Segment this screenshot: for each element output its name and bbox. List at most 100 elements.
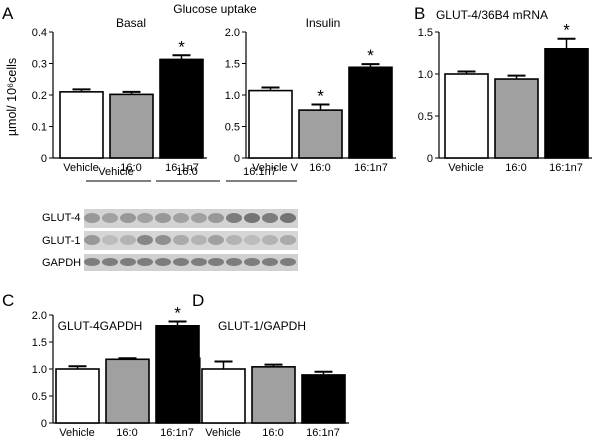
y-tick-label: 1.0 bbox=[225, 90, 240, 102]
y-tick-label: 0 bbox=[41, 418, 47, 430]
blot-band bbox=[226, 213, 242, 223]
x-tick-label: 16:1n7 bbox=[160, 427, 194, 438]
bar-vehicle-v bbox=[248, 89, 293, 159]
y-tick-label: 0.3 bbox=[32, 59, 47, 71]
blot-band bbox=[173, 258, 189, 266]
blot-bands bbox=[84, 213, 296, 266]
x-tick-label: 16:1n7 bbox=[354, 162, 388, 174]
y-tick-label: 1.5 bbox=[418, 27, 433, 39]
y-tick-label: 0.5 bbox=[418, 111, 433, 123]
chart-title: GLUT-1/GAPDH bbox=[218, 319, 306, 333]
blot-band bbox=[102, 258, 118, 266]
y-tick-label: 0 bbox=[427, 153, 433, 165]
x-tick-label: 16:0 bbox=[120, 162, 141, 174]
bar-16-1n7 bbox=[159, 58, 204, 159]
x-tick-label: Vehicle bbox=[63, 162, 98, 174]
x-tick-label: Vehicle bbox=[448, 162, 483, 174]
chart-basal: Basal 0 0.1 0.2 0.3 0.4 Vehicle 16:0 * 16:1n7 bbox=[32, 16, 207, 174]
bar-16-0 bbox=[298, 109, 343, 159]
blot-band bbox=[173, 213, 189, 223]
significance-star: * bbox=[174, 303, 181, 322]
bar-16-1n7 bbox=[348, 66, 393, 159]
blot-strip-gapdh bbox=[84, 254, 298, 271]
blot-group-vehicle: Vehicle bbox=[98, 166, 133, 178]
y-tick-label: 0.2 bbox=[32, 90, 47, 102]
bar-vehicle bbox=[444, 73, 489, 159]
panel-letter-d: D bbox=[192, 291, 204, 310]
blot-band bbox=[280, 235, 296, 245]
blot-band bbox=[155, 213, 171, 223]
blot-band bbox=[155, 235, 171, 245]
blot-band bbox=[102, 213, 118, 223]
blot-band bbox=[84, 235, 100, 245]
bar-16-0 bbox=[251, 366, 296, 424]
y-tick-label: 0 bbox=[41, 153, 47, 165]
chart-title: Basal bbox=[116, 16, 146, 30]
chart-title: Insulin bbox=[306, 16, 341, 30]
blot-label-glut1: GLUT-1 bbox=[42, 235, 81, 247]
y-tick-label: 1.0 bbox=[418, 69, 433, 81]
blot-band bbox=[280, 213, 296, 223]
chart-title: GLUT-4GAPDH bbox=[58, 319, 143, 333]
blot-band bbox=[84, 213, 100, 223]
x-tick-label: 16:0 bbox=[309, 162, 330, 174]
blot-band bbox=[137, 235, 153, 245]
x-tick-label: 16:0 bbox=[262, 427, 283, 438]
y-tick-label: 2.0 bbox=[225, 27, 240, 39]
bar-vehicle bbox=[59, 91, 104, 159]
blot-band bbox=[226, 258, 242, 266]
bar-vehicle bbox=[55, 368, 100, 424]
blot-band bbox=[120, 213, 136, 223]
blot-band bbox=[208, 213, 224, 223]
x-tick-label: 16:1n7 bbox=[549, 162, 583, 174]
y-tick-label: 1.5 bbox=[32, 337, 47, 349]
bar-16-1n7 bbox=[155, 324, 200, 424]
blot-band bbox=[102, 235, 118, 245]
chart-glut4-mrna: GLUT-4/36B4 mRNA 0 0.5 1.0 1.5 Vehicle 16:0 * 16… bbox=[418, 8, 592, 174]
blot-band bbox=[208, 258, 224, 266]
blot-band bbox=[191, 258, 207, 266]
blot-band bbox=[262, 213, 278, 223]
significance-star: * bbox=[317, 86, 324, 105]
bar-16-1n7 bbox=[544, 47, 589, 159]
y-tick-label: 0.5 bbox=[225, 122, 240, 134]
x-tick-label: 16:1n7 bbox=[306, 427, 340, 438]
blot-band bbox=[191, 213, 207, 223]
chart-insulin: Insulin 0 0.5 1.0 1.5 2.0 Vehicle V * 16:0 * 16:1n… bbox=[225, 16, 396, 174]
panel-letter-c: C bbox=[2, 291, 14, 310]
blot-band bbox=[244, 258, 260, 266]
y-tick-label: 0.5 bbox=[32, 391, 47, 403]
western-blot: Vehicle 16:0 16:1n7 GLUT-4 GLUT-1 GAPDH bbox=[42, 166, 298, 271]
blot-label-glut4: GLUT-4 bbox=[42, 212, 81, 224]
blot-band bbox=[262, 235, 278, 245]
chart-glut1-gapdh: GLUT-1/GAPDH Vehicle 16:0 16:1n7 bbox=[199, 319, 349, 438]
figure-title: Glucose uptake bbox=[173, 2, 257, 16]
blot-band bbox=[262, 258, 278, 266]
y-tick-label: 1.0 bbox=[32, 364, 47, 376]
significance-star: * bbox=[563, 21, 570, 40]
chart-glut4-gapdh: GLUT-4GAPDH 0 0.5 1.0 1.5 2.0 Vehicle 16:0 * 16:1… bbox=[32, 303, 203, 438]
x-tick-label: 16:1n7 bbox=[165, 162, 199, 174]
bar-16-1n7 bbox=[301, 374, 346, 424]
x-tick-label: Vehicle bbox=[205, 427, 240, 438]
blot-band bbox=[208, 235, 224, 245]
blot-band bbox=[84, 258, 100, 266]
x-tick-label: 16:0 bbox=[505, 162, 526, 174]
blot-group-16-1n7: 16:1n7 bbox=[243, 166, 277, 178]
blot-label-gapdh: GAPDH bbox=[42, 257, 81, 269]
y-tick-label: 2.0 bbox=[32, 310, 47, 322]
y-tick-label: 0 bbox=[234, 153, 240, 165]
blot-band bbox=[137, 213, 153, 223]
blot-band bbox=[280, 258, 296, 266]
significance-star: * bbox=[367, 46, 374, 65]
x-tick-label: 16:0 bbox=[116, 427, 137, 438]
bar-vehicle bbox=[201, 368, 246, 424]
chart-title: GLUT-4/36B4 mRNA bbox=[436, 8, 548, 22]
bar-16-0 bbox=[105, 358, 150, 424]
x-tick-label: Vehicle V bbox=[252, 162, 299, 174]
significance-star: * bbox=[178, 37, 185, 56]
blot-band bbox=[191, 235, 207, 245]
blot-band bbox=[155, 258, 171, 266]
blot-strip-glut4 bbox=[84, 209, 298, 228]
